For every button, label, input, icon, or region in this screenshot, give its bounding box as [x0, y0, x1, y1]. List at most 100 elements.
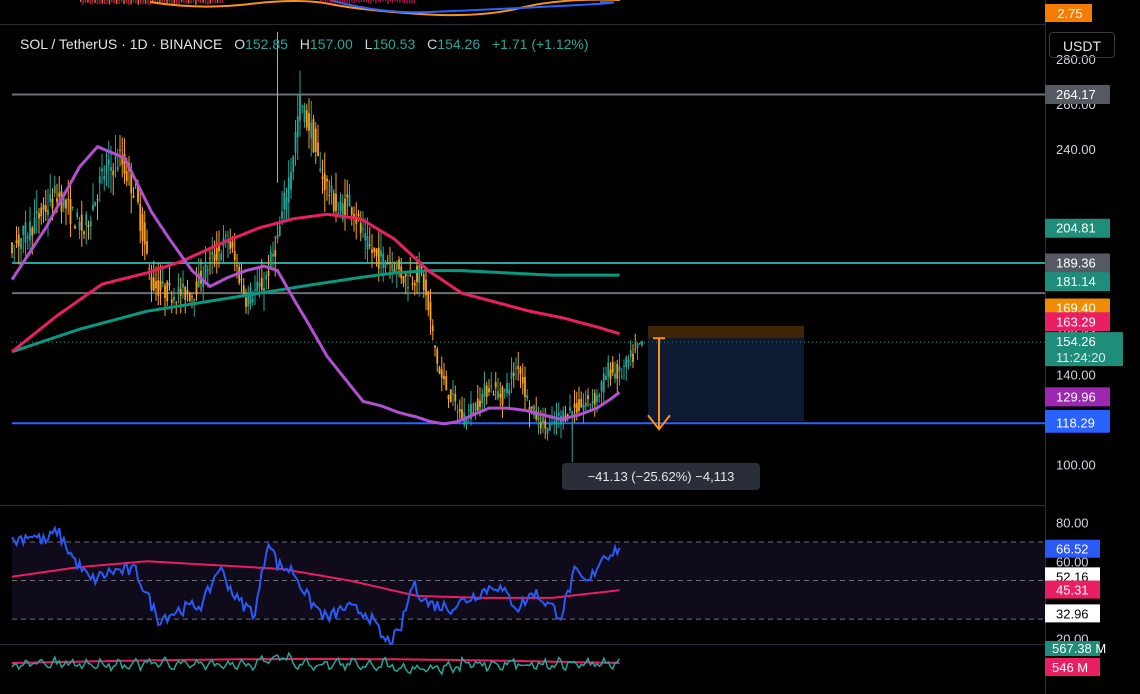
candle-body	[467, 409, 470, 411]
upper-pane-bar	[82, 0, 84, 5]
candle-body	[393, 269, 396, 273]
candle-body	[161, 281, 164, 284]
candle-body	[98, 176, 101, 184]
candle-body	[209, 257, 211, 259]
candle-body	[301, 105, 304, 107]
upper-pane-bar	[351, 0, 353, 3]
candle-body	[105, 165, 108, 173]
candle-body	[386, 262, 389, 265]
candle-body	[211, 251, 214, 255]
candle-body	[350, 207, 353, 215]
candle-body	[202, 280, 205, 288]
candle-body	[290, 171, 292, 190]
candle-body	[501, 387, 504, 405]
candle-body	[26, 236, 29, 239]
rsi-badge-bg	[1045, 580, 1100, 599]
candle-body	[49, 193, 52, 203]
candle-body	[600, 381, 603, 392]
price-badge-label: 129.96	[1056, 389, 1096, 404]
price-badge-bg	[1045, 387, 1110, 407]
candle-body	[346, 194, 349, 198]
high-value: 157.00	[309, 36, 353, 52]
upper-pane-bar	[413, 0, 415, 4]
measure-arrow-head	[647, 414, 671, 431]
candle-body	[371, 249, 373, 253]
upper-pane-bar	[363, 0, 365, 2]
measure-range-zone	[648, 338, 804, 422]
candle-body	[402, 275, 405, 284]
candle-body	[335, 193, 337, 211]
candle-body	[411, 283, 414, 285]
upper-pane-bar	[128, 0, 130, 5]
candle-body	[337, 212, 340, 216]
upper-pane-bar	[219, 0, 221, 4]
upper-pane-bar	[99, 0, 101, 5]
price-badge-label: 204.81	[1056, 221, 1096, 236]
upper-pane-bar	[171, 0, 173, 5]
candle-body	[375, 248, 378, 256]
upper-pane-bar	[178, 0, 180, 5]
candle-body	[80, 214, 83, 231]
candle-body	[364, 233, 367, 241]
candle-body	[605, 375, 607, 380]
candle-body	[458, 408, 461, 412]
candle-body	[51, 198, 54, 209]
candle-body	[512, 373, 515, 376]
candle-body	[195, 281, 198, 295]
candle-body	[44, 205, 47, 212]
candle-body	[283, 192, 286, 210]
upper-pane-bar	[176, 0, 178, 5]
candle-body	[256, 281, 259, 292]
candle-body	[204, 261, 207, 279]
candle-body	[490, 385, 493, 388]
measure-target-zone	[648, 325, 804, 339]
candle-body	[65, 199, 67, 209]
currency-button[interactable]: USDT	[1049, 32, 1115, 58]
candle-body	[418, 264, 421, 283]
candle-body	[31, 227, 34, 236]
candle-body	[539, 421, 542, 429]
candle-body	[571, 411, 574, 418]
candle-body	[528, 407, 531, 413]
candle-body	[116, 166, 119, 170]
candle-body	[355, 217, 358, 224]
rsi-badge-label: 45.31	[1056, 583, 1089, 598]
candle-body	[359, 223, 362, 233]
candle-body	[119, 149, 121, 151]
candle-body	[584, 402, 587, 407]
price-tick-label: 240.00	[1056, 142, 1096, 157]
candle-body	[305, 110, 308, 128]
candle-body	[233, 251, 236, 260]
price-badge-bg	[1045, 272, 1110, 292]
candle-body	[641, 340, 643, 346]
candle-body	[143, 222, 146, 245]
rsi-badge-label: 32.96	[1056, 606, 1089, 621]
candle-body	[296, 116, 299, 138]
candle-body	[92, 204, 94, 210]
candle-body	[186, 290, 189, 295]
candle-body	[366, 236, 369, 250]
candle-body	[47, 209, 49, 216]
upper-pane-bar	[344, 0, 346, 3]
candle-body	[429, 301, 432, 321]
candle-body	[472, 412, 475, 414]
upper-pane-bar	[200, 0, 202, 4]
candle-body	[96, 199, 99, 201]
candle-body	[112, 170, 115, 176]
candle-body	[134, 184, 137, 186]
candle-body	[632, 353, 634, 362]
candle-body	[229, 238, 232, 249]
upper-pane-remnant	[80, 0, 620, 17]
candle-body	[436, 349, 439, 364]
candle-body	[150, 276, 153, 290]
candle-body	[152, 277, 155, 291]
candle-body	[260, 277, 263, 291]
upper-pane-bar	[399, 0, 401, 3]
upper-pane-bar	[87, 0, 89, 3]
candle-body	[265, 275, 268, 280]
candle-body	[67, 199, 70, 201]
candle-body	[456, 411, 459, 413]
candle-body	[281, 211, 283, 219]
price-badge-countdown: 11:24:20	[1056, 350, 1106, 365]
